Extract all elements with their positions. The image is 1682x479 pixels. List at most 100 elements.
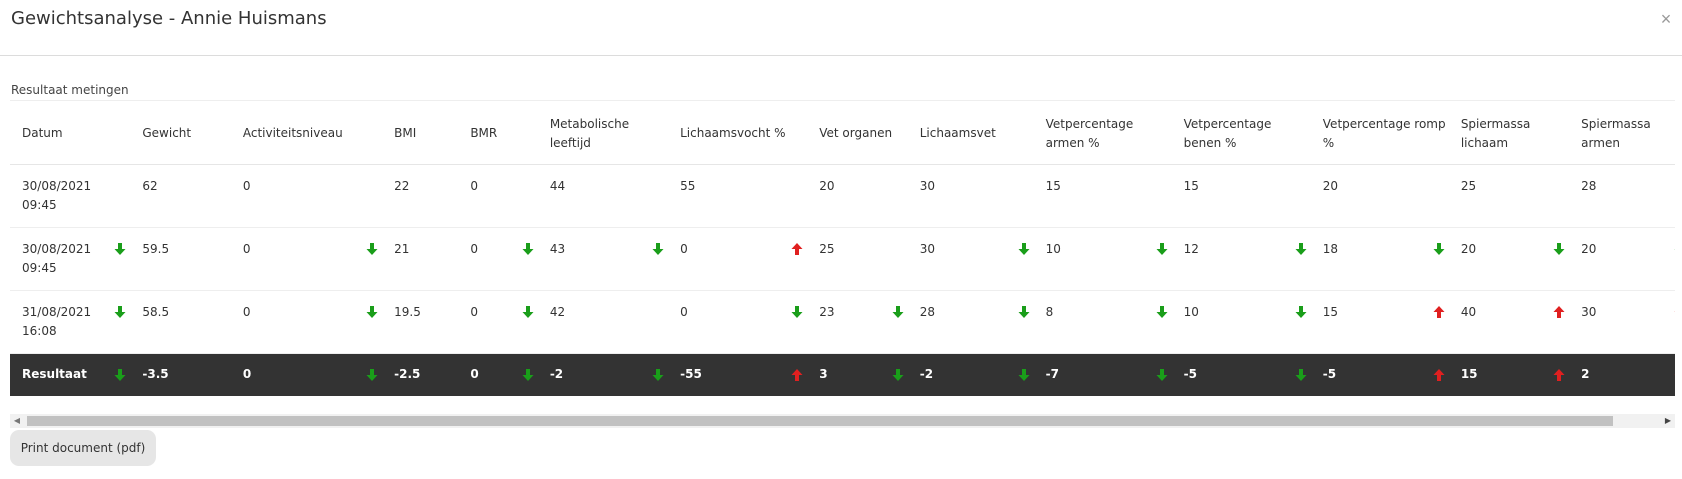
arrow-down-icon [114,243,126,255]
arrow-down-icon [522,368,534,381]
scrollbar-thumb[interactable] [27,416,1613,426]
result-row: Resultaat-3.50-2.50-2-553-2-7-5-51524 [10,353,1675,396]
cell-value: 0 [680,305,688,319]
table-cell: 20 [807,165,907,228]
table-cell: 8 [1034,291,1172,354]
cell-value: -7 [1045,367,1059,382]
cell-value: 10 [1183,305,1199,319]
cell-value: 15 [1322,305,1339,319]
arrow-down-icon [1018,306,1030,318]
cell-value: 3 [819,367,828,382]
cell-value: 25 [1460,179,1477,193]
cell-value: -5 [1322,367,1337,382]
cell-value: 62 [142,179,158,193]
cell-value: 30 [919,179,936,193]
column-header: Lichaamsvet [919,126,996,140]
cell-value: 44 [549,179,566,193]
cell-value: 30 [919,242,936,256]
table-cell: 30 [1569,291,1675,354]
arrow-up-icon [791,243,803,255]
cell-value: -2 [549,367,564,382]
column-header: Vetpercentage benen % [1183,116,1272,150]
arrow-up-icon [1433,368,1445,381]
table-cell: 15 [1311,291,1449,354]
print-document-button[interactable]: Print document (pdf) [10,430,156,466]
cell-value: -2 [919,367,934,382]
scroll-left-icon[interactable]: ◀ [13,416,21,425]
table-row: 30/08/2021 09:45 62 0 22 0 44 55 20 30 15 15 20 25 28… [10,165,1675,228]
cell-value: 20 [1322,179,1339,193]
table-cell: 12 [1172,228,1311,291]
arrow-down-icon [114,368,126,381]
measurements-table: Datum Gewicht Activiteitsniveau BMI BMR Metab… [10,100,1675,396]
arrow-down-icon [366,243,378,255]
table-cell: 0 [231,291,382,354]
cell-value: 30/08/2021 09:45 [22,179,92,212]
arrow-down-icon [1295,306,1307,318]
cell-value: 31/08/2021 16:08 [22,305,92,338]
column-header: Vet organen [819,126,893,140]
cell-value: -55 [680,367,702,382]
table-cell: 0 [231,228,382,291]
arrow-down-icon [366,368,378,381]
cell-value: 30 [1581,305,1597,319]
table-cell: -2 [538,354,668,396]
table-cell: 62 [130,165,230,228]
column-header: Vetpercentage armen % [1045,116,1134,150]
table-cell: 18 [1311,228,1449,291]
cell-value: 20 [1581,242,1597,256]
column-header: Vetpercentage romp % [1322,116,1446,150]
cell-value: 28 [1581,179,1597,193]
cell-value: 59.5 [142,242,170,256]
table-cell: 30 [908,228,1034,291]
cell-value: 20 [1460,242,1477,256]
cell-value: 0 [242,305,251,319]
cell-value: -5 [1183,367,1197,382]
horizontal-scrollbar[interactable]: ◀ ▶ [10,414,1675,428]
table-cell: 21 [382,228,458,291]
table-cell: 43 [538,228,668,291]
table-cell: Resultaat [10,354,130,396]
cell-value: 22 [394,179,410,193]
cell-value: 15 [1460,367,1478,382]
cell-value: 0 [470,305,478,319]
table-cell: 20 [1449,228,1569,291]
table-cell: -2 [908,354,1034,396]
arrow-up-icon [1553,306,1565,318]
table-cell: 20 [1569,228,1675,291]
table-cell: 25 [1449,165,1569,228]
arrow-down-icon [1674,249,1675,251]
cell-value: 0 [242,242,251,256]
column-header: Datum [22,126,63,140]
cell-value: 0 [242,179,251,193]
section-label: Resultaat metingen [11,83,129,97]
cell-value: 25 [819,242,835,256]
scroll-right-icon[interactable]: ▶ [1664,416,1672,425]
table-cell: -5 [1172,354,1311,396]
column-header: Gewicht [142,126,192,140]
table-cell: 0 [458,291,538,354]
cell-value: 8 [1045,305,1054,319]
arrow-down-icon [522,243,534,255]
arrow-down-icon [652,368,664,381]
table-cell: 15 [1449,354,1569,396]
table-cell: 30/08/2021 09:45 [10,165,130,228]
arrow-down-icon [892,368,904,381]
table-cell: 19.5 [382,291,458,354]
modal-title: Gewichtsanalyse - Annie Huismans [11,8,327,29]
cell-value: 0 [680,242,688,256]
table-cell: 10 [1172,291,1311,354]
column-header: Activiteitsniveau [242,126,343,140]
table-cell: 28 [1569,165,1675,228]
cell-value: 12 [1183,242,1199,256]
table-cell: 44 [538,165,668,228]
table-cell: 0 [231,354,382,396]
arrow-down-icon [1156,368,1168,381]
cell-value: 10 [1045,242,1061,256]
cell-value: 0 [470,179,478,193]
cell-value: 58.5 [142,305,170,319]
table-cell: 30 [908,165,1034,228]
close-icon[interactable]: × [1660,9,1672,29]
column-header: Metabolische leeftijd [549,116,630,150]
table-cell: 22 [382,165,458,228]
